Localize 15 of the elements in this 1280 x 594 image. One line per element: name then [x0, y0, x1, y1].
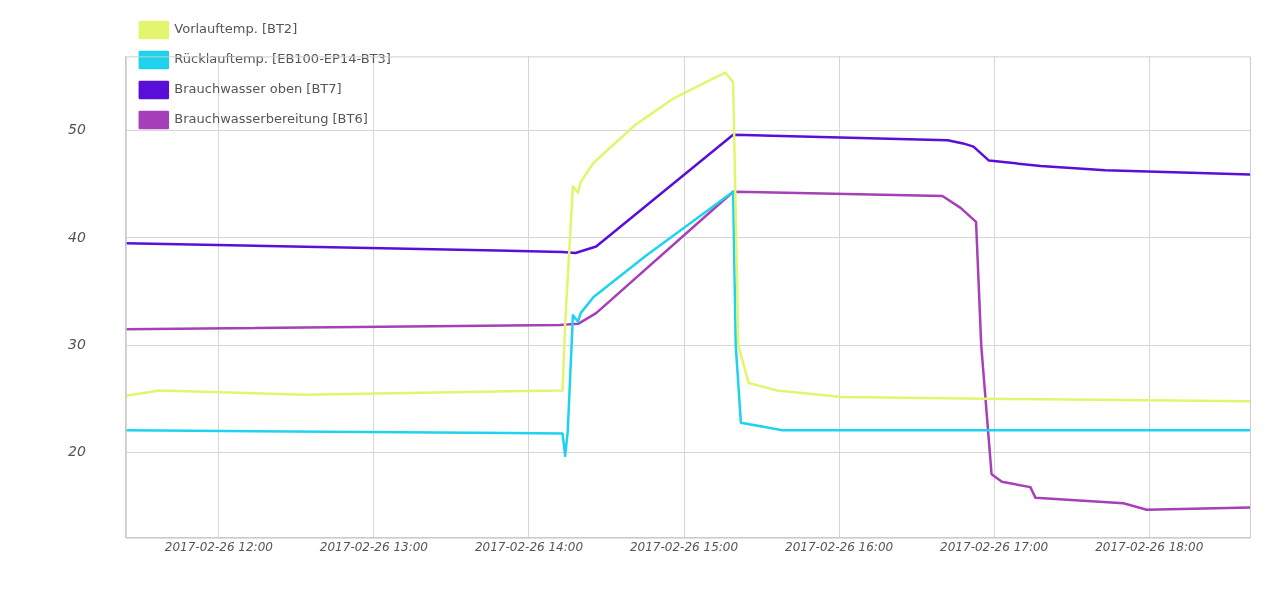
x-tick-label: 2017-02-26 15:00 — [629, 539, 739, 554]
x-tick-label: 2017-02-26 18:00 — [1095, 539, 1204, 554]
x-tick-label: 2017-02-26 12:00 — [164, 539, 274, 554]
x-tick-label: 2017-02-26 13:00 — [319, 539, 429, 554]
legend-label: Brauchwasser oben [BT7] — [174, 81, 342, 97]
legend-label: Brauchwasserbereitung [BT6] — [174, 111, 368, 127]
x-tick-label: 2017-02-26 14:00 — [474, 539, 584, 554]
y-tick-label: 40 — [67, 228, 86, 245]
legend-label: Vorlauftemp. [BT2] — [174, 21, 298, 37]
y-tick-label: 20 — [67, 443, 86, 460]
legend-label: Rücklauftemp. [EB100-EP14-BT3] — [174, 51, 391, 67]
x-tick-label: 2017-02-26 17:00 — [940, 539, 1049, 554]
y-tick-label: 50 — [67, 121, 86, 138]
y-tick-label: 30 — [67, 335, 86, 352]
x-tick-label: 2017-02-26 16:00 — [785, 539, 894, 554]
